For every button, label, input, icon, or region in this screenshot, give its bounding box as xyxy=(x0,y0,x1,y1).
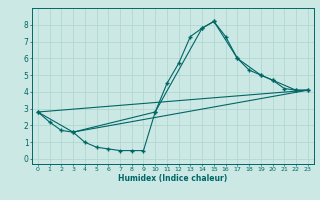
X-axis label: Humidex (Indice chaleur): Humidex (Indice chaleur) xyxy=(118,174,228,183)
